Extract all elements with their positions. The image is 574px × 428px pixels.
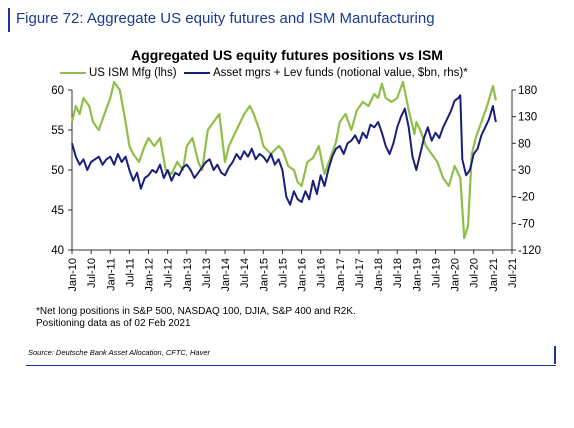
x-tick-label: Jul-13: [201, 258, 213, 288]
x-tick-label: Jul-21: [507, 258, 519, 288]
x-tick-label: Jan-11: [105, 258, 117, 291]
legend-label-ism: US ISM Mfg (lhs): [89, 67, 177, 79]
x-tick-label: Jan-12: [144, 258, 156, 292]
x-tick-label: Jul-14: [239, 258, 251, 288]
x-tick-label: Jan-10: [67, 258, 79, 292]
x-tick-label: Jan-14: [220, 258, 232, 292]
x-tick-label: Jan-17: [335, 258, 347, 292]
x-tick-label: Jul-20: [469, 258, 481, 288]
x-tick-label: Jan-13: [182, 258, 194, 292]
chart-title: Aggregated US equity futures positions v…: [131, 47, 443, 63]
y-left-tick-label: 50: [51, 165, 64, 177]
x-tick-label: Jul-15: [277, 258, 289, 288]
x-tick-label: Jan-19: [411, 258, 423, 292]
x-tick-label: Jul-18: [392, 258, 404, 288]
series-line-futures: [71, 94, 497, 206]
y-right-tick-label: -70: [518, 218, 535, 230]
x-tick-label: Jul-17: [354, 258, 366, 288]
x-tick-label: Jul-11: [124, 258, 136, 287]
legend-item-futures: Asset mgrs + Lev funds (notional value, …: [184, 67, 468, 79]
y-left-tick-label: 45: [51, 205, 64, 217]
x-tick-label: Jan-20: [450, 258, 462, 292]
y-right-tick-label: -120: [518, 245, 541, 257]
legend-swatch-futures: [184, 71, 210, 75]
source-rule: [26, 365, 556, 366]
y-left-tick-label: 60: [51, 85, 64, 97]
figure-title: Figure 72: Aggregate US equity futures a…: [16, 10, 435, 27]
series-line-ism: [70, 80, 497, 240]
footnote: *Net long positions in S&P 500, NASDAQ 1…: [36, 306, 356, 330]
y-left-tick-label: 55: [51, 125, 64, 137]
title-accent-rule: [8, 8, 10, 32]
x-tick-label: Jan-15: [258, 258, 270, 292]
y-right-tick-label: 30: [518, 165, 531, 177]
x-tick-label: Jan-21: [488, 258, 500, 292]
source-note: Source: Deutsche Bank Asset Allocation, …: [28, 348, 211, 357]
footer-accent-rule: [554, 346, 556, 364]
footnote-line-1: *Net long positions in S&P 500, NASDAQ 1…: [36, 306, 356, 317]
x-tick-label: Jul-10: [86, 258, 98, 288]
x-tick-label: Jul-16: [316, 258, 328, 288]
legend-item-ism: US ISM Mfg (lhs): [60, 67, 177, 79]
x-tick-label: Jan-18: [373, 258, 385, 292]
y-left-tick-label: 40: [51, 245, 64, 257]
legend-label-futures: Asset mgrs + Lev funds (notional value, …: [213, 67, 468, 79]
y-right-tick-label: -20: [518, 192, 535, 204]
y-right-tick-label: 130: [518, 112, 537, 124]
y-right-tick-label: 80: [518, 138, 531, 150]
x-tick-label: Jul-12: [163, 258, 175, 288]
footnote-line-2: Positioning data as of 02 Feb 2021: [36, 318, 191, 329]
legend-swatch-ism: [60, 71, 86, 75]
y-right-tick-label: 180: [518, 85, 537, 97]
x-tick-label: Jan-16: [297, 258, 309, 292]
x-tick-label: Jul-19: [430, 258, 442, 288]
